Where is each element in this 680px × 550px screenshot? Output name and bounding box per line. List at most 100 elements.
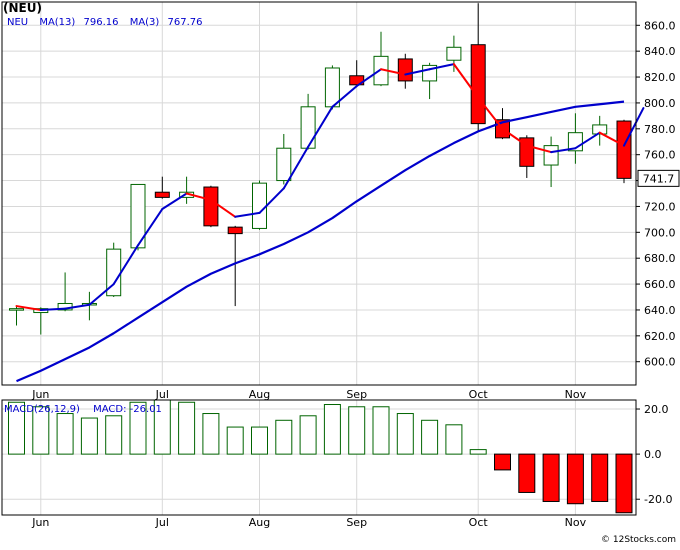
month-label: Sep bbox=[346, 388, 367, 401]
ma3-line-segment bbox=[452, 63, 480, 99]
price-tick-label: 660.0 bbox=[644, 278, 676, 291]
macd-layer bbox=[8, 399, 633, 514]
ma3-line-segment bbox=[15, 305, 42, 311]
ma3-line-segment bbox=[88, 283, 115, 306]
macd-bar-positive bbox=[105, 415, 123, 455]
price-panel-border bbox=[1, 1, 637, 386]
month-label: Jun bbox=[31, 516, 49, 529]
ticker-label: (NEU) bbox=[3, 1, 42, 15]
candle-down bbox=[470, 44, 486, 125]
ma3-line-segment bbox=[39, 307, 67, 311]
legend-ma3-value: 767.76 bbox=[168, 17, 203, 28]
macd-bar-positive bbox=[275, 419, 293, 455]
candle-up bbox=[543, 145, 559, 166]
candle-down bbox=[203, 186, 219, 227]
last-price-label: 741.7 bbox=[643, 172, 675, 185]
watermark: © 12Stocks.com bbox=[601, 535, 676, 545]
price-tick-label: 800.0 bbox=[644, 97, 676, 110]
price-tick-label: 680.0 bbox=[644, 252, 676, 265]
ma3-line-segment bbox=[64, 303, 91, 310]
month-label: Aug bbox=[249, 388, 270, 401]
macd-tick-label: 20.0 bbox=[644, 403, 669, 416]
macd-bar-positive bbox=[226, 426, 244, 455]
ma3-line-segment bbox=[209, 198, 237, 218]
macd-bar-positive bbox=[8, 401, 25, 455]
candle-up bbox=[252, 182, 267, 229]
macd-bar-positive bbox=[202, 413, 220, 455]
candle-down bbox=[616, 120, 632, 179]
legend-ma13-value: 796.16 bbox=[84, 17, 119, 28]
price-layer bbox=[9, 3, 645, 383]
price-tick-label: 760.0 bbox=[644, 149, 676, 162]
price-tick-label: 640.0 bbox=[644, 304, 676, 317]
ma3-line-segment bbox=[137, 208, 164, 247]
macd-bar-negative bbox=[542, 453, 560, 502]
candle-down bbox=[519, 137, 535, 167]
price-tick-label: 620.0 bbox=[644, 330, 676, 343]
ma3-line-segment bbox=[185, 192, 212, 201]
macd-bar-positive bbox=[299, 415, 317, 455]
macd-tick-label: 0.0 bbox=[644, 448, 662, 461]
macd-bar-positive bbox=[56, 413, 74, 455]
ma3-line-segment bbox=[501, 127, 528, 147]
month-label: Nov bbox=[565, 516, 587, 529]
price-tick-label: 700.0 bbox=[644, 226, 676, 239]
candle-up bbox=[130, 183, 146, 249]
ma3-line-segment bbox=[550, 147, 577, 154]
ma3-line-segment bbox=[112, 244, 139, 286]
macd-bar-positive bbox=[32, 406, 50, 455]
macd-value: -26.01 bbox=[130, 404, 162, 415]
month-label: Nov bbox=[565, 388, 587, 401]
price-tick-label: 860.0 bbox=[644, 19, 676, 32]
macd-value-label: MACD: bbox=[93, 404, 126, 415]
macd-bar-positive bbox=[251, 426, 268, 455]
month-label: Oct bbox=[469, 388, 489, 401]
ma3-line-segment bbox=[234, 211, 261, 218]
macd-bar-positive bbox=[372, 406, 390, 455]
candle-down bbox=[397, 58, 413, 82]
month-label: Jul bbox=[155, 516, 169, 529]
macd-bar-negative bbox=[494, 453, 511, 471]
legend-series-name: NEU bbox=[7, 17, 28, 28]
ma3-line-segment bbox=[574, 131, 601, 150]
ma3-line-segment bbox=[161, 192, 188, 211]
ma3-line-segment bbox=[380, 68, 407, 76]
macd-bar-negative bbox=[566, 453, 584, 505]
month-label: Oct bbox=[469, 516, 489, 529]
macd-bar-positive bbox=[445, 424, 463, 455]
macd-bar-negative bbox=[615, 453, 633, 514]
ma3-line-segment bbox=[598, 131, 625, 147]
macd-tick-label: -20.0 bbox=[644, 493, 672, 506]
ma3-line-segment bbox=[623, 107, 645, 147]
price-tick-label: 840.0 bbox=[644, 45, 676, 58]
macd-bar-positive bbox=[178, 401, 196, 455]
macd-bar-positive bbox=[421, 419, 439, 455]
month-label: Sep bbox=[346, 516, 367, 529]
price-tick-label: 780.0 bbox=[644, 123, 676, 136]
month-label: Jun bbox=[31, 388, 49, 401]
macd-bar-positive bbox=[129, 401, 147, 455]
month-label: Aug bbox=[249, 516, 270, 529]
price-legend: NEU MA(13) 796.16 MA(3) 767.76 bbox=[7, 17, 203, 28]
last-price-box bbox=[637, 169, 680, 187]
ma3-line-segment bbox=[477, 96, 504, 130]
ma3-line-segment bbox=[282, 145, 310, 190]
macd-title: MACD(26,12,9) bbox=[4, 404, 80, 415]
candle-down bbox=[154, 191, 170, 198]
macd-bar-positive bbox=[396, 413, 414, 455]
macd-bar-positive bbox=[323, 404, 341, 455]
axis-layer: 600.0620.0640.0660.0680.0700.0720.0740.0… bbox=[1, 1, 680, 529]
month-label: Jul bbox=[155, 388, 169, 401]
macd-legend: MACD(26,12,9) MACD: -26.01 bbox=[4, 404, 162, 415]
macd-bar-positive bbox=[469, 449, 487, 455]
ma3-line-segment bbox=[331, 85, 358, 108]
ma3-line-segment bbox=[428, 63, 455, 71]
legend-ma13-name: MA(13) bbox=[39, 17, 75, 28]
candle-up bbox=[592, 124, 608, 135]
ma3-line-segment bbox=[355, 68, 382, 88]
ma3-line-segment bbox=[525, 144, 553, 154]
price-tick-label: 820.0 bbox=[644, 71, 676, 84]
macd-bar-negative bbox=[518, 453, 536, 493]
